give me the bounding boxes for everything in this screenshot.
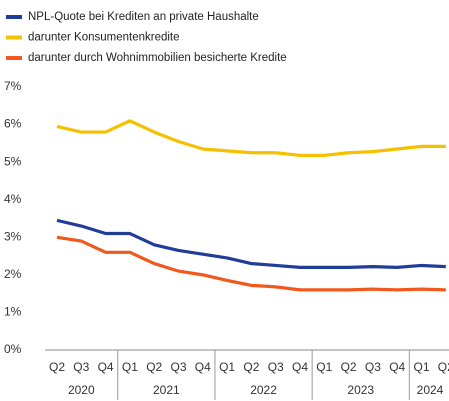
x-group-label: 2024 bbox=[417, 383, 444, 397]
y-tick-label: 1% bbox=[4, 305, 22, 319]
x-tick-label: Q2 bbox=[146, 360, 162, 374]
x-group-label: 2021 bbox=[153, 383, 180, 397]
series-line bbox=[56, 218, 446, 269]
x-tick-label: Q3 bbox=[268, 360, 284, 374]
y-tick-label: 7% bbox=[4, 79, 22, 93]
x-tick-label: Q1 bbox=[316, 360, 332, 374]
x-tick-label: Q3 bbox=[73, 360, 89, 374]
x-tick-label: Q2 bbox=[438, 360, 449, 374]
legend: NPL-Quote bei Krediten an private Hausha… bbox=[6, 11, 287, 64]
x-tick-label: Q2 bbox=[49, 360, 65, 374]
x-group-label: 2022 bbox=[250, 383, 277, 397]
y-tick-label: 0% bbox=[4, 342, 22, 356]
x-group-label: 2023 bbox=[347, 383, 374, 397]
legend-label: darunter Konsumentenkredite bbox=[28, 32, 180, 44]
x-tick-label: Q1 bbox=[219, 360, 235, 374]
x-tick-label: Q4 bbox=[292, 360, 308, 374]
series-line bbox=[56, 119, 446, 157]
x-tick-label: Q1 bbox=[413, 360, 429, 374]
x-tick-label: Q4 bbox=[389, 360, 405, 374]
y-tick-label: 6% bbox=[4, 117, 22, 131]
y-tick-label: 5% bbox=[4, 154, 22, 168]
legend-label: darunter durch Wohnimmobilien besicherte… bbox=[28, 52, 287, 64]
x-tick-label: Q2 bbox=[341, 360, 357, 374]
x-tick-label: Q4 bbox=[98, 360, 114, 374]
series-line bbox=[56, 235, 446, 292]
y-tick-label: 4% bbox=[4, 192, 22, 206]
legend-label: NPL-Quote bei Krediten an private Hausha… bbox=[28, 11, 259, 23]
x-tick-label: Q3 bbox=[365, 360, 381, 374]
x-tick-label: Q2 bbox=[243, 360, 259, 374]
x-tick-label: Q3 bbox=[170, 360, 186, 374]
x-tick-label: Q4 bbox=[195, 360, 211, 374]
x-group-label: 2020 bbox=[68, 383, 95, 397]
y-tick-label: 3% bbox=[4, 229, 22, 243]
x-tick-label: Q1 bbox=[122, 360, 138, 374]
y-tick-label: 2% bbox=[4, 267, 22, 281]
